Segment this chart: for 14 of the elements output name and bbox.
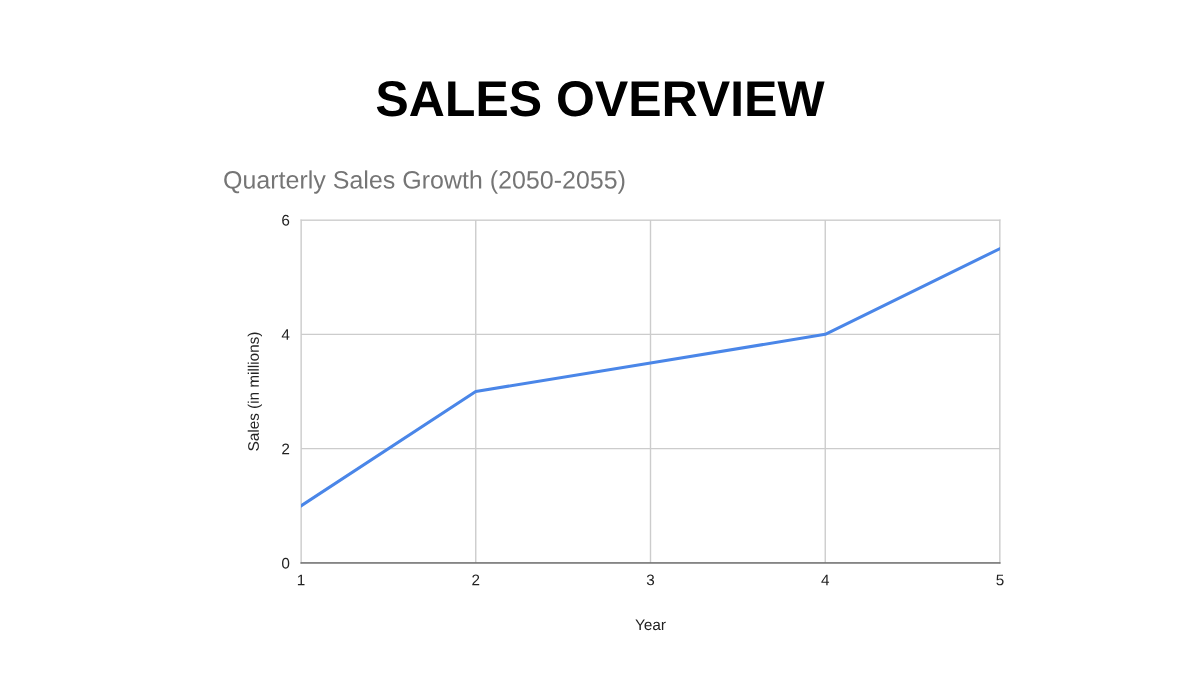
y-tick-label: 4 [281,329,290,340]
x-axis-title: Year [635,619,666,631]
x-tick-label: 2 [472,574,480,586]
y-tick-label: 2 [282,443,290,455]
y-axis-title: Sales (in millions) [247,332,262,451]
x-tick-label: 5 [996,574,1004,586]
y-tick-label: 6 [282,214,290,226]
chart-subtitle: Quarterly Sales Growth (2050-2055) [224,170,625,194]
x-tick-label: 1 [297,574,305,586]
x-tick-label: 3 [646,574,655,586]
chart-title: SALES OVERVIEW [376,81,825,117]
y-tick-label: 0 [281,557,290,569]
line-series [301,247,1000,508]
x-tick-label: 4 [821,574,830,586]
